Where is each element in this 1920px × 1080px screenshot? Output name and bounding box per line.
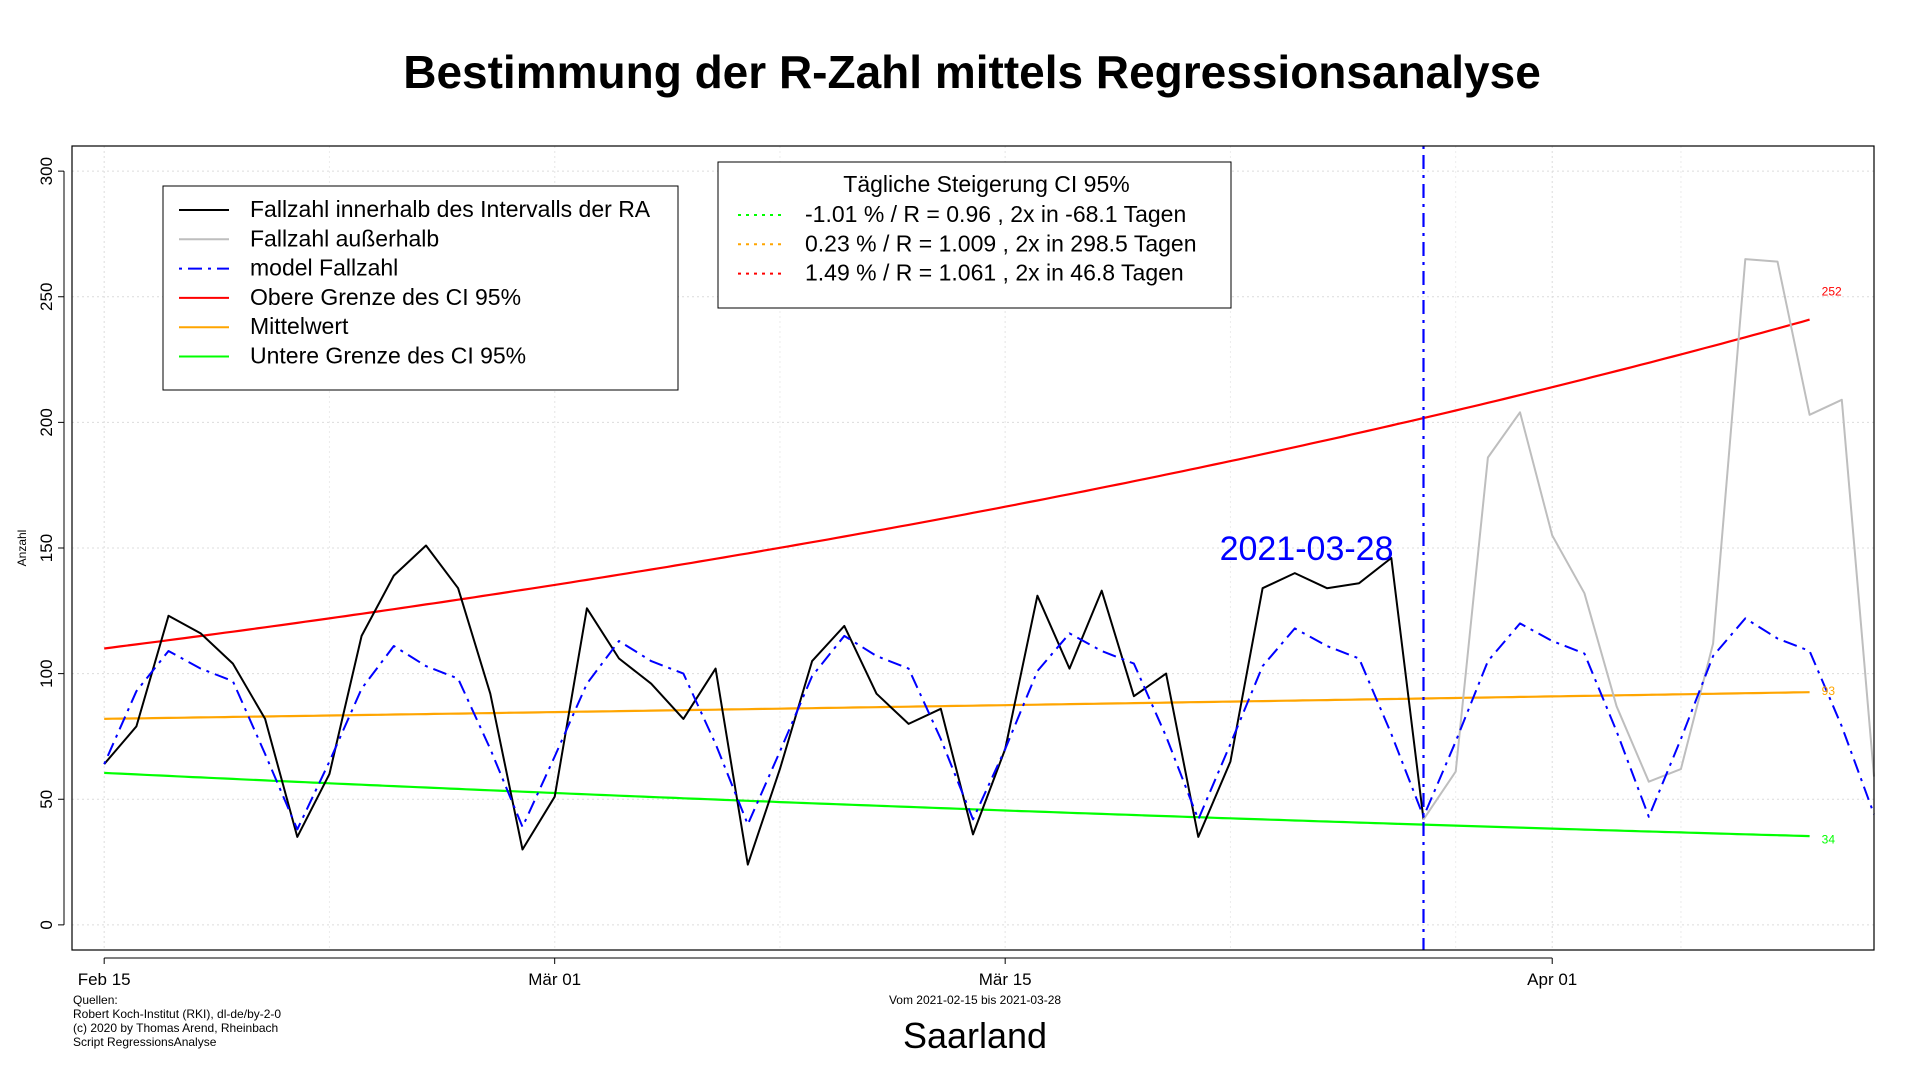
end-label: 34 [1822, 832, 1836, 846]
legend-label: 1.49 % / R = 1.061 , 2x in 46.8 Tagen [805, 260, 1184, 286]
series-line [104, 691, 1810, 720]
end-label: 252 [1822, 285, 1842, 299]
series-line [104, 318, 1810, 650]
legend-ci: Tägliche Steigerung CI 95% -1.01 % / R = … [717, 161, 1232, 309]
y-tick-label: 200 [37, 408, 56, 436]
sources-line: Quellen: [73, 993, 118, 1007]
y-tick-label: 100 [37, 659, 56, 687]
end-labels: 252 93 34 [1822, 285, 1842, 847]
legend-label: 0.23 % / R = 1.009 , 2x in 298.5 Tagen [805, 230, 1197, 256]
cutoff: 2021-03-28 [1220, 146, 1425, 950]
legend-series-box [162, 185, 679, 391]
legend-ci-title: Tägliche Steigerung CI 95% [843, 171, 1129, 197]
legend-label: Untere Grenze des CI 95% [250, 343, 526, 369]
chart-title: Bestimmung der R-Zahl mittels Regression… [403, 46, 1541, 98]
series-lines [103, 258, 1875, 866]
y-axis: 0 50 100 150 200 250 300 [37, 157, 65, 930]
y-tick-label: 250 [37, 283, 56, 311]
series-line [103, 544, 1425, 866]
series-line [1422, 258, 1875, 820]
legend-label: Fallzahl außerhalb [250, 225, 439, 251]
y-axis-label: Anzahl [15, 530, 29, 567]
end-label: 93 [1822, 684, 1836, 698]
sources-note: Quellen:Robert Koch-Institut (RKI), dl-d… [73, 993, 281, 1049]
sources-line: (c) 2020 by Thomas Arend, Rheinbach [73, 1021, 278, 1035]
sources-line: Robert Koch-Institut (RKI), dl-de/by-2-0 [73, 1007, 281, 1021]
y-tick-label: 0 [37, 920, 56, 929]
series-line [103, 617, 1875, 831]
x-tick-label: Mär 15 [979, 970, 1032, 989]
y-tick-label: 50 [37, 790, 56, 809]
legend-label: Mittelwert [250, 313, 349, 339]
x-axis: Feb 15 Mär 01 Mär 15 Apr 01 [78, 957, 1577, 989]
legend-label: -1.01 % / R = 0.96 , 2x in -68.1 Tagen [805, 201, 1186, 227]
y-tick-label: 150 [37, 534, 56, 562]
legend-series: Fallzahl innerhalb des Intervalls der RA… [162, 185, 679, 391]
chart-subtitle: Saarland [903, 1015, 1047, 1056]
x-tick-label: Feb 15 [78, 970, 131, 989]
series-line [104, 771, 1810, 838]
ci-curves [104, 318, 1810, 838]
legend-label: model Fallzahl [250, 255, 398, 281]
legend-label: Obere Grenze des CI 95% [250, 284, 521, 310]
sources-line: Script RegressionsAnalyse [73, 1035, 217, 1049]
plot-frame [71, 145, 1875, 951]
cutoff-label: 2021-03-28 [1220, 530, 1394, 568]
legend-label: Fallzahl innerhalb des Intervalls der RA [250, 196, 651, 222]
y-tick-label: 300 [37, 157, 56, 185]
x-tick-label: Apr 01 [1527, 970, 1577, 989]
x-tick-label: Mär 01 [528, 970, 581, 989]
legend-ci-box [717, 161, 1232, 309]
period-text: Vom 2021-02-15 bis 2021-03-28 [889, 993, 1061, 1007]
